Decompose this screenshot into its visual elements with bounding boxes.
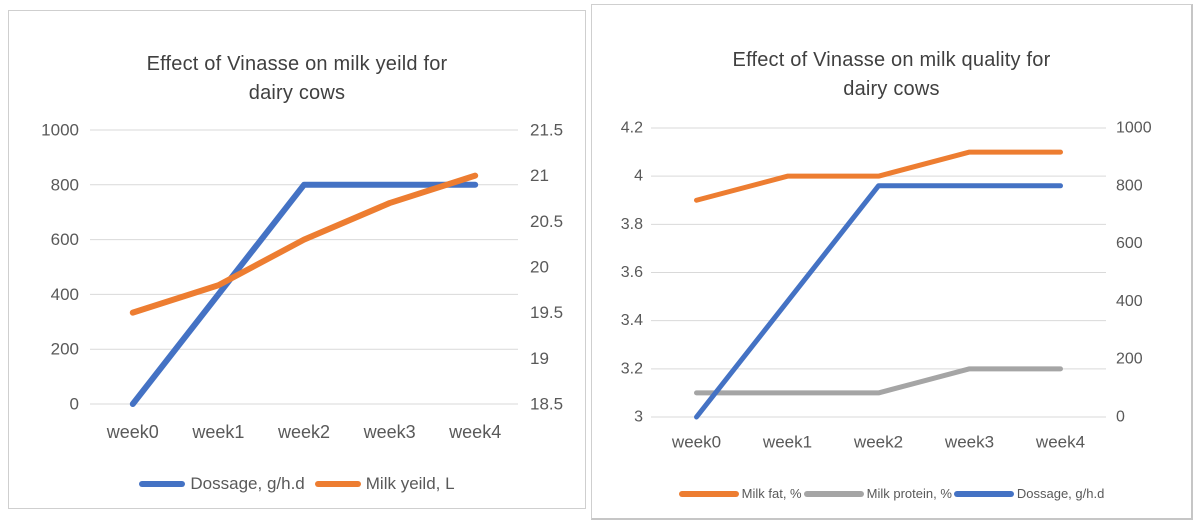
chart-legend: Milk fat, % Milk protein, % Dossage, g/h.d (592, 486, 1191, 501)
series-line-milk-fat (694, 149, 1063, 203)
series-line-milk-yeild-l (129, 172, 479, 316)
y-axis-left-tick-label: 3.8 (621, 216, 643, 233)
y-axis-left-tick-label: 3.4 (621, 312, 643, 329)
chart-title: Effect of Vinasse on milk yeild for dairy… (9, 50, 585, 108)
x-axis-category-label: week4 (1035, 433, 1085, 452)
y-axis-right-tick-label: 400 (1116, 293, 1143, 310)
y-axis-right-tick-label: 200 (1116, 351, 1143, 368)
chart-title-line2: dairy cows (248, 81, 346, 104)
y-axis-left-tick-label: 3 (634, 409, 643, 426)
legend-item: Dossage, g/h.d (139, 474, 305, 494)
legend-item: Milk fat, % (678, 486, 802, 501)
y-axis-left-tick-label: 200 (51, 340, 79, 359)
x-axis-category-label: week1 (191, 422, 244, 442)
y-axis-left-tick-label: 800 (51, 175, 79, 194)
y-axis-right-tick-label: 800 (1116, 177, 1143, 194)
legend-label: Dossage, g/h.d (1016, 486, 1105, 501)
y-axis-right-tick-label: 600 (1116, 235, 1143, 252)
x-axis-category-label: week4 (448, 422, 501, 442)
series-line-milk-protein (694, 366, 1063, 396)
y-axis-left-tick-label: 4 (634, 168, 643, 185)
legend-item: Milk yeild, L (314, 474, 455, 494)
chart-title-line2: dairy cows (843, 77, 940, 100)
y-axis-left-tick-label: 3.2 (621, 360, 643, 377)
x-axis-category-label: week1 (762, 433, 812, 452)
y-axis-right-tick-label: 1000 (1116, 120, 1152, 137)
chart-title-line1: Effect of Vinasse on milk quality for (732, 48, 1051, 71)
y-axis-right-tick-label: 21.5 (530, 121, 563, 140)
legend-item: Dossage, g/h.d (953, 486, 1105, 501)
legend-swatch (139, 481, 186, 487)
legend-swatch (314, 481, 361, 487)
series-line-dossage-g-h-d (129, 181, 479, 407)
legend-item: Milk protein, % (803, 486, 952, 501)
chart-title-line1: Effect of Vinasse on milk yeild for (146, 52, 448, 75)
x-axis-category-label: week3 (363, 422, 416, 442)
x-axis-category-label: week2 (277, 422, 330, 442)
y-axis-left-tick-label: 3.6 (621, 264, 643, 281)
legend-label: Milk protein, % (866, 486, 952, 501)
legend-swatch (803, 490, 864, 497)
series-line-dossage-g-h-d (694, 183, 1063, 420)
legend-label: Milk fat, % (741, 486, 802, 501)
x-axis-category-label: week0 (671, 433, 721, 452)
legend-swatch (678, 490, 739, 497)
milk-quality-plot: 3 3.2 3.4 3.6 3.8 4 4.2 0 200 400 600 800 1000 week0 w… (621, 120, 1152, 452)
chart-legend: Dossage, g/h.d Milk yeild, L (9, 474, 585, 494)
y-axis-left-tick-label: 400 (51, 285, 79, 304)
milk-quality-chart-panel: Effect of Vinasse on milk quality for dai… (591, 4, 1193, 520)
x-axis-category-label: week0 (106, 422, 159, 442)
x-axis-category-label: week3 (944, 433, 994, 452)
chart-title: Effect of Vinasse on milk quality for dai… (592, 46, 1191, 104)
x-axis-category-label: week2 (853, 433, 903, 452)
legend-label: Milk yeild, L (365, 474, 455, 493)
y-axis-right-tick-label: 0 (1116, 409, 1125, 426)
y-axis-right-tick-label: 21 (530, 166, 549, 185)
y-axis-left-tick-label: 1000 (41, 121, 79, 140)
y-axis-right-tick-label: 19.5 (530, 303, 563, 322)
y-axis-right-tick-label: 18.5 (530, 395, 563, 414)
milk-yield-chart-panel: Effect of Vinasse on milk yeild for dairy… (8, 10, 586, 509)
y-axis-right-tick-label: 20.5 (530, 212, 563, 231)
y-axis-right-tick-label: 19 (530, 349, 549, 368)
y-axis-left-tick-label: 0 (70, 395, 79, 414)
y-axis-left-tick-label: 4.2 (621, 120, 643, 137)
milk-yield-plot: 0 200 400 600 800 1000 18.5 19 19.5 20 20.5 21 21.5 w… (41, 121, 563, 443)
y-axis-right-tick-label: 20 (530, 258, 549, 277)
legend-swatch (953, 490, 1014, 497)
y-axis-left-tick-label: 600 (51, 230, 79, 249)
legend-label: Dossage, g/h.d (190, 474, 305, 493)
